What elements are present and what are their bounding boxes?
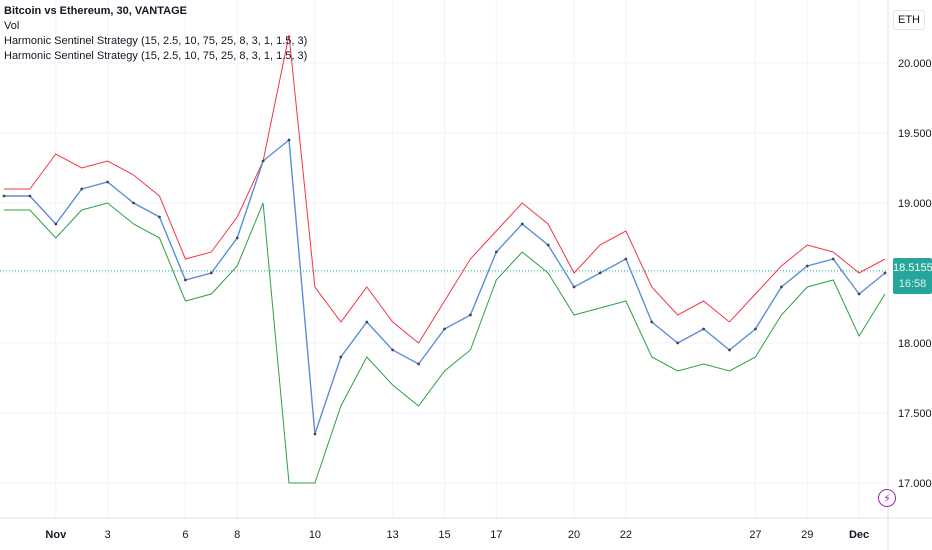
price-point [339, 355, 343, 359]
price-point [728, 348, 731, 352]
price-point [754, 327, 757, 331]
bar-countdown: 16:58 [898, 278, 927, 290]
price-point [287, 138, 291, 142]
price-point [779, 285, 783, 289]
price-point [80, 187, 84, 191]
price-point [235, 236, 239, 240]
price-point [676, 341, 680, 345]
last-price-tag: 18.5155 16:58 [893, 258, 932, 294]
price-point [520, 222, 524, 226]
legend-indicator-2[interactable]: Harmonic Sentinel Strategy (15, 2.5, 10,… [4, 50, 308, 62]
x-tick-label: 13 [387, 529, 399, 541]
price-point [572, 285, 576, 289]
currency-button[interactable]: ETH [893, 10, 925, 30]
price-point [857, 292, 861, 296]
x-tick-label: 17 [490, 529, 502, 541]
price-point [261, 159, 265, 163]
y-tick-label: 20.0000 [898, 58, 932, 70]
price-point [650, 320, 654, 324]
y-tick-label: 17.5000 [898, 408, 932, 420]
x-tick-label: 29 [801, 529, 813, 541]
price-point [158, 215, 161, 219]
price-point [469, 313, 472, 317]
price-point [702, 327, 706, 331]
x-tick-label: 20 [568, 529, 580, 541]
x-tick-label: 27 [749, 529, 761, 541]
x-tick-label: 8 [234, 529, 240, 541]
price-point [494, 250, 498, 254]
price-point [391, 348, 395, 352]
x-tick-label: 22 [620, 529, 632, 541]
price-point [209, 271, 213, 275]
x-tick-label: 3 [105, 529, 111, 541]
lower-band-line [4, 202, 886, 484]
upper-band-line [4, 34, 886, 344]
y-tick-label: 19.0000 [898, 198, 932, 210]
x-tick-label: 6 [182, 529, 188, 541]
x-tick-label: Dec [849, 529, 869, 541]
price-point [365, 320, 369, 324]
price-point [883, 271, 887, 275]
price-point [443, 327, 446, 331]
price-point [106, 180, 110, 184]
last-price-value: 18.5155 [893, 262, 932, 274]
legend-volume[interactable]: Vol [4, 20, 20, 32]
chart-legend: Bitcoin vs Ethereum, 30, VANTAGE Vol Har… [4, 4, 307, 64]
price-point [598, 271, 602, 275]
price-point [2, 194, 6, 198]
y-tick-label: 19.5000 [898, 128, 932, 140]
y-tick-label: 18.0000 [898, 338, 932, 350]
lightning-icon[interactable]: ⚡ [878, 489, 896, 507]
x-tick-label: 15 [438, 529, 450, 541]
price-point [132, 201, 135, 205]
price-point [183, 278, 187, 282]
price-point [54, 222, 58, 226]
legend-title[interactable]: Bitcoin vs Ethereum, 30, VANTAGE [4, 5, 187, 17]
price-point [313, 432, 317, 436]
price-point [831, 257, 835, 261]
x-tick-label: Nov [45, 529, 67, 541]
legend-indicator-1[interactable]: Harmonic Sentinel Strategy (15, 2.5, 10,… [4, 35, 308, 47]
price-point [546, 243, 550, 247]
price-point [805, 264, 809, 268]
price-point [417, 362, 420, 366]
x-tick-label: 10 [309, 529, 321, 541]
price-point [28, 194, 32, 198]
price-point [624, 257, 628, 261]
y-tick-label: 17.0000 [898, 478, 932, 490]
